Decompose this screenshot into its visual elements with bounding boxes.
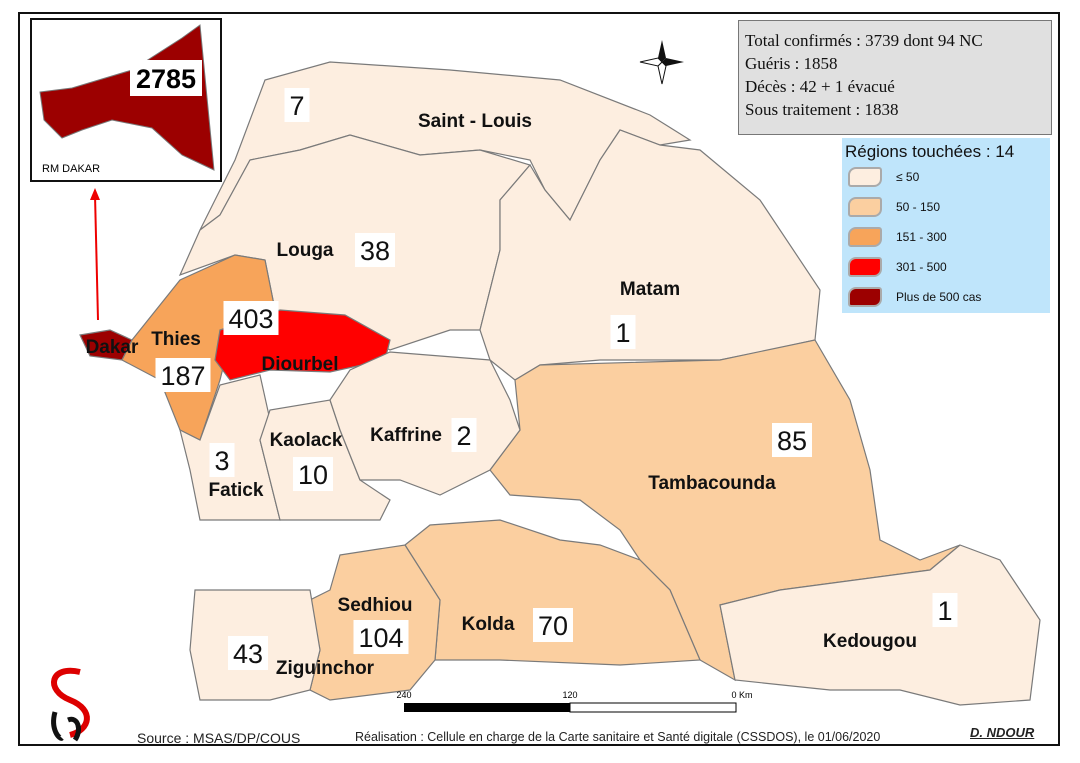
region-name: Kedougou	[823, 631, 917, 652]
legend-swatch	[848, 257, 882, 277]
region-name: Diourbel	[261, 354, 338, 375]
region-value: 10	[298, 460, 328, 490]
region-kedougou	[719, 544, 1041, 706]
region-value: 2	[456, 421, 471, 451]
recovered: Guéris : 1858	[745, 54, 838, 73]
legend-swatch	[848, 287, 882, 307]
logo	[51, 667, 90, 742]
dakar-inset: 2785 RM DAKAR	[30, 18, 222, 182]
region-value: 3	[214, 446, 229, 476]
scale-tick: 120	[562, 690, 577, 700]
legend-label: 50 - 150	[896, 200, 941, 214]
region-value: 70	[538, 611, 568, 641]
legend-item: 151 - 300	[842, 222, 1050, 252]
scale-tick: 240	[396, 690, 411, 700]
region-name: Kaolack	[270, 430, 343, 451]
under-treatment: Sous traitement : 1838	[745, 100, 899, 119]
region-value: 85	[777, 426, 807, 456]
value-box	[932, 593, 958, 627]
region-value: 38	[360, 236, 390, 266]
region-value: 403	[228, 304, 273, 334]
region-value: 43	[233, 639, 263, 669]
value-box	[284, 88, 310, 122]
inset-value: 2785	[136, 64, 196, 94]
legend-label: ≤ 50	[896, 170, 920, 184]
footer-source: Source : MSAS/DP/COUS	[137, 730, 301, 746]
legend-swatch	[848, 167, 882, 187]
scale-tick: 0 Km	[731, 690, 752, 700]
legend-title: Régions touchées : 14	[845, 142, 1015, 161]
region-matam	[479, 129, 821, 381]
value-box	[451, 418, 477, 452]
region-value: 187	[160, 361, 205, 391]
region-name: Dakar	[86, 337, 139, 358]
dakar-inset-shape	[39, 24, 215, 171]
value-box	[533, 608, 573, 642]
region-value: 104	[358, 623, 403, 653]
footer-author: D. NDOUR	[970, 725, 1035, 740]
legend-label: 151 - 300	[896, 230, 947, 244]
region-name: Kolda	[462, 614, 515, 635]
region-name: Tambacounda	[648, 473, 776, 494]
region-name: Ziguinchor	[276, 658, 375, 679]
region-name: Sedhiou	[338, 595, 413, 616]
value-box	[772, 423, 812, 457]
region-name: Fatick	[209, 480, 264, 501]
region-name: Thies	[151, 329, 201, 350]
north-arrow-icon	[639, 40, 684, 85]
value-box	[610, 315, 636, 349]
legend-item: 301 - 500	[842, 252, 1050, 282]
legend-label: Plus de 500 cas	[896, 290, 982, 304]
legend-item: ≤ 50	[842, 162, 1050, 192]
arrow-head-icon	[90, 188, 100, 200]
region-name: Matam	[620, 279, 680, 300]
region-value: 1	[937, 596, 952, 626]
legend-item: Plus de 500 cas	[842, 282, 1050, 312]
region-value: 1	[615, 318, 630, 348]
scale-bar: 240 120 0 Km	[396, 690, 753, 713]
value-box	[293, 457, 333, 491]
inset-arrow	[94, 194, 99, 321]
legend-label: 301 - 500	[896, 260, 947, 274]
legend-item: 50 - 150	[842, 192, 1050, 222]
region-name: Louga	[277, 240, 334, 261]
value-box	[223, 301, 279, 335]
region-kaffrine	[329, 351, 521, 496]
inset-label: RM DAKAR	[42, 163, 100, 175]
value-box	[353, 620, 409, 654]
value-box	[209, 443, 235, 477]
footer-credit: Réalisation : Cellule en charge de la Ca…	[355, 730, 881, 744]
summary-box: Total confirmés : 3739 dont 94 NC Guéris…	[738, 20, 1052, 135]
legend-swatch	[848, 197, 882, 217]
value-box	[355, 233, 395, 267]
region-name: Kaffrine	[370, 425, 442, 446]
legend-swatch	[848, 227, 882, 247]
value-box	[155, 358, 211, 392]
deaths: Décès : 42 + 1 évacué	[745, 77, 895, 96]
value-box	[228, 636, 268, 670]
legend: Régions touchées : 14 ≤ 50 50 - 150 151 - …	[842, 138, 1050, 313]
total-confirmed: Total confirmés : 3739 dont 94 NC	[745, 31, 983, 50]
region-name: Saint - Louis	[418, 111, 532, 132]
region-value: 7	[289, 91, 304, 121]
